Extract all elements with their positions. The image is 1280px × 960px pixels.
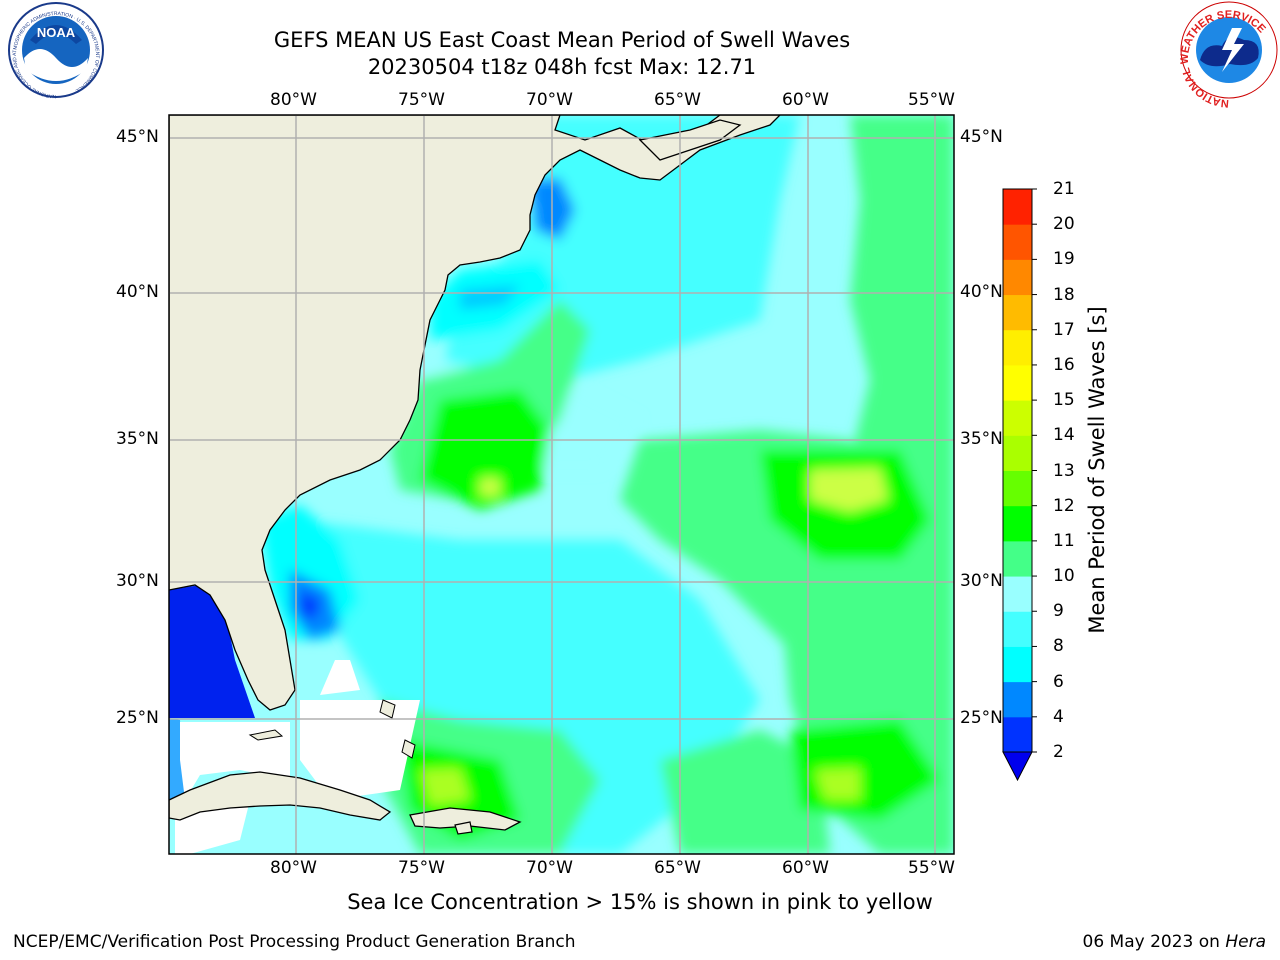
lon-label-bottom-65w: 65°W [654,858,701,878]
lon-label-top-70w: 70°W [526,90,573,110]
lon-label-top-60w: 60°W [782,90,829,110]
lon-label-top-75w: 75°W [398,90,445,110]
swell-period-field [260,115,954,854]
colorbar-bin-8-9 [1003,611,1032,647]
colorbar-extend-min [1002,751,1033,782]
noaa-logo: NOAA NATIONAL OCEANIC AND ATMOSPHERIC AD… [8,2,104,99]
colorbar-bin-4-6 [1003,681,1032,718]
colorbar [1002,188,1037,782]
colorbar-title: Mean Period of Swell Waves [s] [1085,306,1109,634]
footer-date: 06 May 2023 on Hera [1083,932,1267,952]
colorbar-label-12: 12 [1053,495,1075,516]
colorbar-bin-13-14 [1003,435,1032,471]
lon-label-bottom-70w: 70°W [526,858,573,878]
colorbar-label-11: 11 [1053,530,1075,551]
colorbar-label-14: 14 [1053,425,1075,446]
colorbar-bin-9-10 [1003,576,1032,612]
lon-label-bottom-80w: 80°W [270,858,317,878]
footer-host: Hera [1225,932,1266,952]
lon-label-bottom-75w: 75°W [398,858,445,878]
lat-label-left-40n: 40°N [116,282,159,302]
colorbar-bin-10-11 [1003,540,1032,577]
colorbar-label-2: 2 [1053,742,1064,762]
no-data-bank-2 [300,700,420,800]
lat-label-left-25n: 25°N [116,708,159,728]
colorbar-label-21: 21 [1053,179,1075,199]
colorbar-label-15: 15 [1053,390,1075,411]
colorbar-label-19: 19 [1053,249,1075,270]
colorbar-label-8: 8 [1053,636,1064,657]
lon-label-bottom-60w: 60°W [782,858,829,878]
no-data-bank-1 [180,722,290,800]
colorbar-label-4: 4 [1053,706,1064,727]
lat-label-right-30n: 30°N [960,571,1003,591]
colorbar-bin-15-16 [1003,364,1032,401]
colorbar-label-20: 20 [1053,214,1075,235]
gulf-short-period [169,585,255,718]
title-line-2: 20230504 t18z 048h fcst Max: 12.71 [367,55,757,79]
map-frame [168,114,955,855]
colorbar-bin-11-12 [1003,505,1032,542]
no-data-bank-4 [320,660,360,695]
lon-label-top-65w: 65°W [654,90,701,110]
colorbar-label-6: 6 [1053,671,1064,692]
colorbar-label-13: 13 [1053,460,1075,481]
lat-label-left-30n: 30°N [116,571,159,591]
lat-label-right-45n: 45°N [960,127,1003,147]
noaa-logo-text: NOAA [37,25,76,40]
graticule [169,115,954,854]
colorbar-bin-16-17 [1003,329,1032,366]
sea-ice-note: Sea Ice Concentration > 15% is shown in … [347,890,933,914]
colorbar-bin-6-8 [1003,646,1032,683]
colorbar-bin-12-13 [1003,470,1032,507]
colorbar-label-18: 18 [1053,284,1075,305]
footer-date-text: 06 May 2023 on [1082,932,1226,952]
lon-label-top-80w: 80°W [270,90,317,110]
colorbar-bin-14-15 [1003,400,1032,436]
colorbar-bin-19-20 [1003,224,1032,260]
footer-credit: NCEP/EMC/Verification Post Processing Pr… [13,932,576,952]
colorbar-bin-17-18 [1003,294,1032,331]
colorbar-label-16: 16 [1053,354,1075,375]
lat-label-right-25n: 25°N [960,708,1003,728]
colorbar-label-9: 9 [1053,601,1064,622]
map-panel [169,115,954,854]
colorbar-bin-20-21 [1003,189,1032,225]
colorbar-label-17: 17 [1053,319,1075,340]
title-line-1: GEFS MEAN US East Coast Mean Period of S… [273,28,851,52]
colorbar-bin-2-4 [1003,716,1032,753]
lat-label-right-40n: 40°N [960,282,1003,302]
lat-label-left-35n: 35°N [116,429,159,449]
lat-label-right-35n: 35°N [960,429,1003,449]
lat-label-left-45n: 45°N [116,127,159,147]
nws-logo: NATIONAL WEATHER SERVICE [1179,1,1278,109]
lon-label-bottom-55w: 55°W [908,858,955,878]
colorbar-label-10: 10 [1053,566,1075,587]
lon-label-top-55w: 55°W [908,90,955,110]
colorbar-bin-18-19 [1003,259,1032,296]
